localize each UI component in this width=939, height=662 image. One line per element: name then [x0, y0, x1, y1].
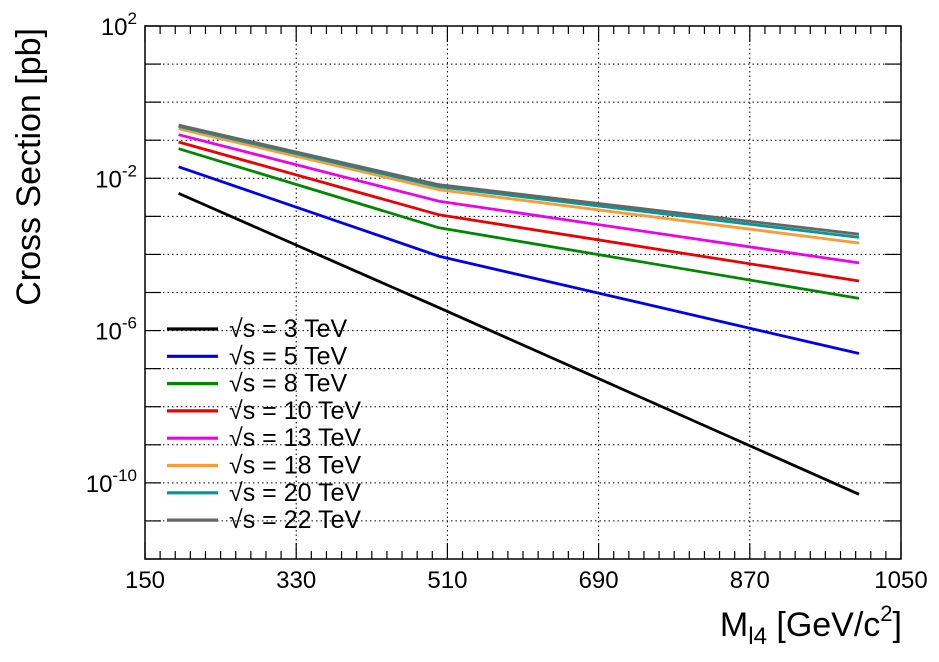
legend-entry-label: √s = 10 TeV [229, 397, 361, 425]
axis-ticks [144, 25, 902, 560]
x-tick-label: 510 [427, 567, 467, 594]
x-tick-label: 1050 [874, 567, 927, 594]
x-axis-title-units-sup: 2 [880, 601, 892, 626]
series-line-8 [178, 123, 860, 236]
legend-entry-label: √s = 13 TeV [229, 424, 361, 452]
series-line-2 [178, 165, 860, 355]
series-line-3 [178, 147, 860, 300]
x-axis-title: Ml4 [GeV/c2] [720, 601, 902, 650]
x-tick-labels: 150 330 510 690 870 1050 [125, 567, 928, 594]
series-line-1 [178, 192, 860, 496]
x-axis-title-units-end: ] [893, 606, 902, 644]
grid [145, 26, 901, 559]
series-lines [178, 123, 860, 496]
y-tick-label: 10-2 [95, 161, 137, 193]
y-tick-label: 10-10 [86, 466, 137, 498]
series-line-7 [178, 125, 860, 239]
series-line-4 [178, 140, 860, 283]
legend: √s = 3 TeV√s = 5 TeV√s = 8 TeV√s = 10 Te… [167, 315, 361, 534]
x-axis-title-main: M [720, 606, 748, 644]
legend-entry-label: √s = 20 TeV [229, 479, 361, 507]
x-tick-label: 150 [125, 567, 165, 594]
x-axis-title-units: [GeV/c [767, 606, 880, 644]
x-tick-label: 690 [579, 567, 619, 594]
y-tick-label: 102 [101, 9, 137, 41]
y-tick-labels: 102 10-2 10-6 10-10 [86, 9, 137, 498]
series-line-6 [178, 127, 860, 245]
y-axis-title: Cross Section [pb] [10, 28, 48, 306]
legend-entry-label: √s = 3 TeV [229, 315, 348, 343]
series-line-5 [178, 133, 860, 265]
y-tick-label: 10-6 [95, 314, 137, 346]
legend-entry-label: √s = 22 TeV [229, 506, 361, 534]
legend-entry-label: √s = 8 TeV [229, 370, 348, 398]
x-axis-title-subscript: l4 [748, 623, 767, 650]
legend-entry-label: √s = 18 TeV [229, 452, 361, 480]
legend-entry-label: √s = 5 TeV [229, 342, 348, 370]
x-tick-label: 870 [730, 567, 770, 594]
x-tick-label: 330 [276, 567, 316, 594]
